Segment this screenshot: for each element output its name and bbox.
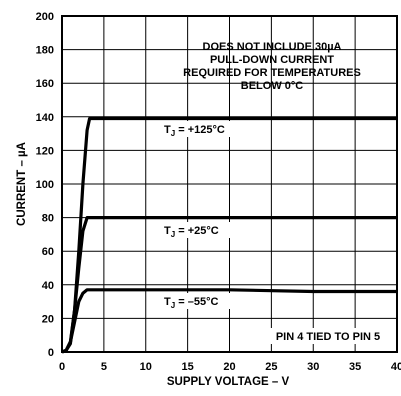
y-tick-label-100: 100 (36, 179, 54, 191)
plot-border (61, 15, 398, 353)
label-tj-minus55: TJ = –55°C (160, 293, 250, 310)
y-tick-label-40: 40 (42, 280, 54, 292)
label-tj-25-rest: = +25°C (175, 225, 219, 237)
label-tj-minus55-rest: = –55°C (175, 296, 218, 308)
note-line-1: DOES NOT INCLUDE 30µA (203, 41, 342, 53)
y-axis-title: CURRENT – µA (16, 142, 28, 226)
y-tick-label-60: 60 (42, 246, 54, 258)
y-tick-label-160: 160 (36, 78, 54, 90)
x-tick-label-15: 15 (182, 361, 194, 373)
tick-labels: 0 20 40 60 80 100 120 140 160 180 200 0 5 10 15 20 25 30 3… (36, 11, 401, 373)
note-line-4: BELOW 0°C (241, 80, 304, 92)
x-tick-label-30: 30 (307, 361, 319, 373)
y-tick-label-20: 20 (42, 313, 54, 325)
note-pin-tie-text: PIN 4 TIED TO PIN 5 (276, 331, 380, 343)
x-tick-label-40: 40 (391, 361, 401, 373)
label-bg (160, 222, 250, 238)
note-pin-tie: PIN 4 TIED TO PIN 5 (263, 328, 393, 344)
x-tick-label-25: 25 (265, 361, 277, 373)
label-tj-25: TJ = +25°C (160, 222, 250, 239)
note-pull-down-current: DOES NOT INCLUDE 30µA PULL-DOWN CURRENT … (183, 41, 361, 92)
y-tick-label-120: 120 (36, 145, 54, 157)
x-axis-title: SUPPLY VOLTAGE – V (167, 376, 290, 388)
label-tj-125: TJ = +125°C (160, 121, 260, 138)
note-line-2: PULL-DOWN CURRENT (210, 54, 334, 66)
x-tick-label-20: 20 (223, 361, 235, 373)
y-tick-label-140: 140 (36, 112, 54, 124)
label-tj-minus55-sub: J (171, 301, 175, 310)
label-tj-125-main: T (164, 124, 171, 136)
x-tick-label-35: 35 (349, 361, 361, 373)
label-tj-minus55-main: T (164, 296, 171, 308)
label-tj-25-sub: J (171, 230, 175, 239)
label-tj-25-main: T (164, 225, 171, 237)
y-tick-label-180: 180 (36, 45, 54, 57)
curves (61, 116, 397, 354)
label-tj-125-rest: = +125°C (175, 124, 225, 136)
svg-text:TJ = –55°C: TJ = –55°C (164, 296, 218, 310)
curve-tj-minus55 (61, 288, 397, 354)
plot-frame (61, 15, 398, 353)
x-tick-label-10: 10 (140, 361, 152, 373)
y-tick-label-80: 80 (42, 213, 54, 225)
label-bg (160, 121, 260, 137)
y-tick-label-200: 200 (36, 11, 54, 23)
svg-text:TJ = +125°C: TJ = +125°C (164, 124, 225, 138)
x-tick-label-5: 5 (101, 361, 107, 373)
label-tj-125-sub: J (171, 129, 175, 138)
label-bg (160, 293, 250, 309)
svg-text:TJ = +25°C: TJ = +25°C (164, 225, 219, 239)
note-pin-tie-bg (263, 328, 393, 344)
y-tick-label-0: 0 (48, 347, 54, 359)
note-line-3: REQUIRED FOR TEMPERATURES (183, 67, 361, 79)
x-tick-label-0: 0 (59, 361, 65, 373)
